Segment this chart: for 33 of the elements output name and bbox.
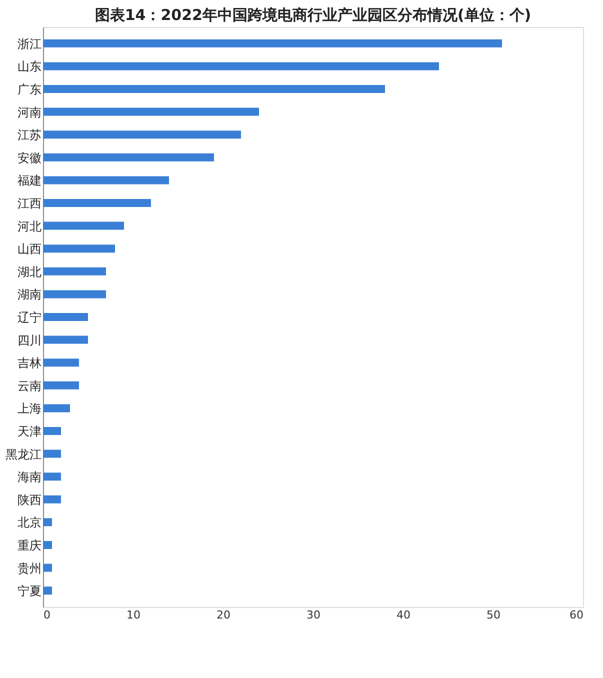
x-tick-label: 10 bbox=[126, 608, 140, 622]
y-tick-label: 云南 bbox=[18, 378, 42, 393]
y-tick-label: 天津 bbox=[18, 424, 42, 438]
y-tick-label: 浙江 bbox=[18, 36, 42, 51]
y-tick-label: 北京 bbox=[18, 516, 42, 530]
y-tick-label: 辽宁 bbox=[18, 310, 42, 324]
y-tick-label: 贵州 bbox=[18, 561, 42, 576]
x-tick-label: 20 bbox=[216, 608, 230, 622]
y-tick-label: 山东 bbox=[18, 60, 42, 74]
y-tick-label: 吉林 bbox=[18, 356, 42, 370]
chart-title: 图表14：2022年中国跨境电商行业产业园区分布情况(单位：个) bbox=[94, 6, 532, 24]
x-tick-label: 0 bbox=[44, 608, 50, 622]
y-tick-label: 重庆 bbox=[18, 538, 42, 552]
y-tick-label: 广东 bbox=[18, 82, 42, 96]
x-tick-label: 60 bbox=[570, 608, 584, 622]
y-tick-label: 海南 bbox=[18, 470, 42, 484]
y-tick-label: 安徽 bbox=[18, 150, 42, 165]
y-tick-label: 福建 bbox=[18, 174, 42, 188]
x-tick-label: 50 bbox=[486, 608, 500, 622]
y-tick-label: 河北 bbox=[18, 219, 42, 234]
y-tick-label: 黑龙江 bbox=[6, 447, 42, 462]
y-tick-label: 陕西 bbox=[18, 492, 42, 507]
y-tick-label: 湖北 bbox=[18, 264, 42, 279]
y-tick-label: 江西 bbox=[18, 196, 42, 210]
y-tick-label: 湖南 bbox=[18, 288, 42, 302]
y-tick-label: 四川 bbox=[18, 333, 42, 348]
y-tick-label: 山西 bbox=[18, 242, 42, 256]
y-tick-label: 上海 bbox=[18, 402, 42, 416]
y-tick-label: 宁夏 bbox=[18, 584, 42, 598]
x-tick-label: 40 bbox=[396, 608, 410, 622]
x-tick-label: 30 bbox=[306, 608, 320, 622]
y-tick-label: 河南 bbox=[18, 105, 42, 120]
y-tick-label: 江苏 bbox=[18, 128, 42, 142]
